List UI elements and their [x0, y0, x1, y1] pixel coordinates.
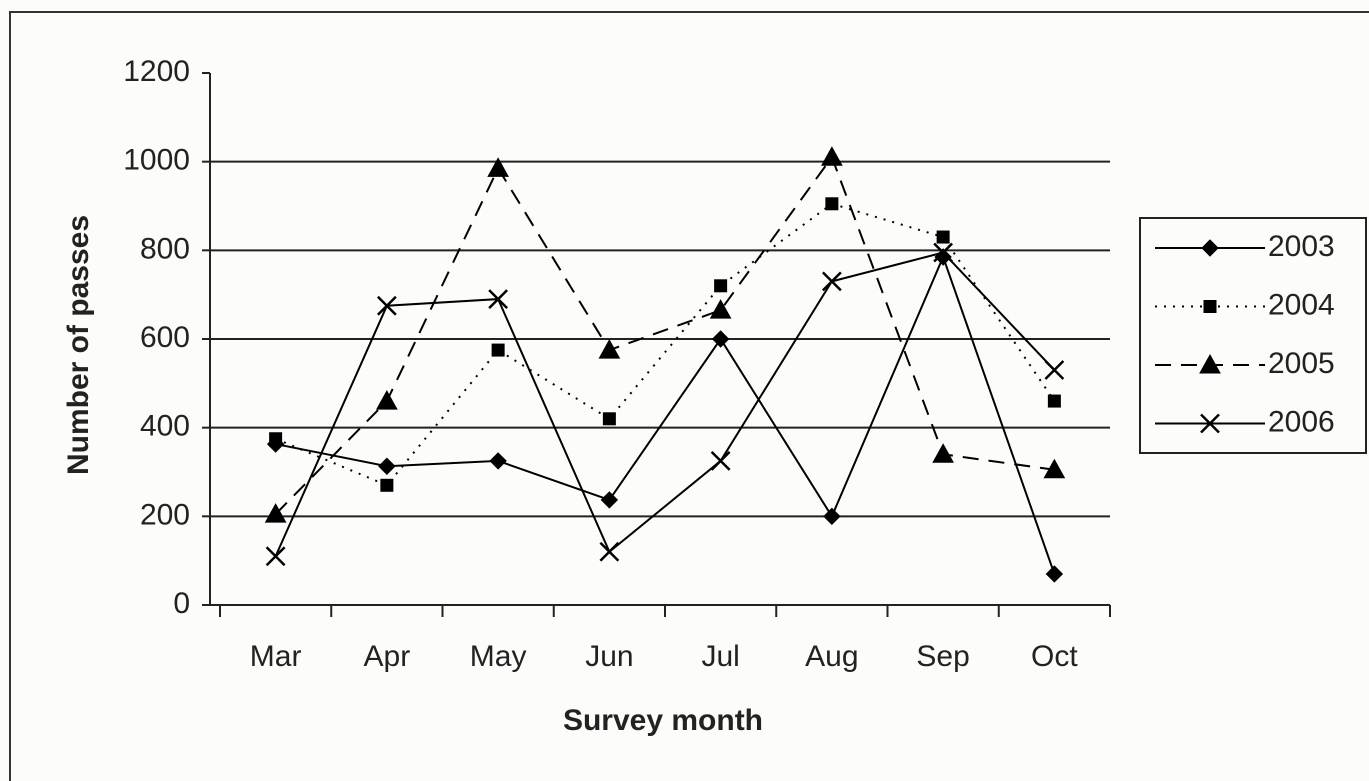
point-marker	[714, 279, 728, 293]
point-marker	[709, 299, 732, 319]
series-line	[274, 251, 1056, 557]
point-marker	[488, 289, 509, 309]
point-marker	[936, 230, 950, 244]
point-marker	[1047, 394, 1061, 408]
point-marker	[821, 146, 843, 166]
series-line	[274, 155, 1055, 515]
point-marker	[933, 242, 954, 263]
legend-marker	[1201, 239, 1219, 257]
legend-label: 2006	[1268, 405, 1335, 438]
y-tick-label: 1200	[123, 55, 190, 88]
point-marker	[264, 503, 287, 523]
y-tick-label: 600	[140, 321, 190, 354]
x-tick-label: Oct	[1031, 640, 1078, 673]
y-tick-label: 800	[140, 232, 190, 265]
y-tick-label: 200	[140, 498, 190, 531]
legend-marker	[1200, 413, 1220, 434]
x-tick-label: Sep	[916, 640, 969, 673]
point-marker	[825, 197, 839, 211]
x-tick-label: May	[470, 640, 527, 673]
point-marker	[491, 343, 505, 357]
x-tick-label: Mar	[250, 640, 302, 673]
point-marker	[598, 339, 621, 359]
legend-label: 2005	[1268, 347, 1335, 380]
point-marker	[932, 443, 954, 463]
y-axis-label: Number of passes	[62, 215, 95, 475]
legend-marker	[1203, 300, 1217, 313]
point-marker	[600, 491, 619, 509]
chart-frame	[9, 11, 1369, 781]
point-marker	[269, 432, 283, 446]
x-tick-label: Jun	[585, 640, 633, 673]
x-tick-label: Jul	[701, 640, 739, 673]
y-tick-label: 400	[140, 410, 190, 443]
point-marker	[710, 451, 731, 471]
point-marker	[821, 271, 842, 292]
series-line	[275, 202, 1056, 487]
x-axis-label: Survey month	[563, 704, 763, 737]
legend-box	[1139, 217, 1367, 454]
y-tick-label: 0	[173, 587, 190, 620]
point-marker	[711, 330, 730, 348]
legend-marker	[1199, 353, 1221, 374]
x-tick-label: Apr	[364, 640, 411, 673]
legend-label: 2003	[1268, 230, 1335, 263]
point-marker	[823, 507, 841, 526]
point-marker	[1044, 360, 1065, 380]
point-marker	[1045, 565, 1064, 583]
point-marker	[599, 541, 620, 562]
point-marker	[376, 295, 397, 316]
point-marker	[380, 478, 394, 492]
point-marker	[376, 390, 398, 410]
y-tick-label: 1000	[123, 144, 190, 177]
point-marker	[487, 157, 509, 177]
point-marker	[602, 412, 616, 426]
series-line	[275, 254, 1056, 575]
point-marker	[378, 457, 396, 475]
x-tick-label: Aug	[805, 640, 858, 673]
point-marker	[489, 452, 507, 470]
point-marker	[265, 546, 286, 567]
legend-label: 2004	[1268, 288, 1335, 321]
point-marker	[1043, 458, 1066, 479]
